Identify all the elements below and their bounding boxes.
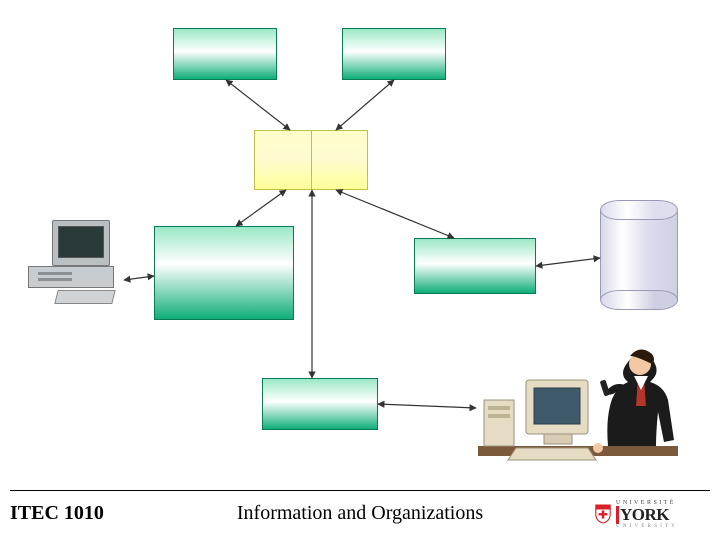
york-logo: U N I V E R S I T É YORK U N I V E R S I… — [594, 496, 710, 532]
slide-footer: ITEC 1010 Information and Organizations … — [0, 484, 720, 540]
node-center — [254, 130, 368, 190]
node-bottom — [262, 378, 378, 430]
database-cylinder — [600, 200, 678, 310]
shield-icon — [594, 503, 612, 525]
logo-word: YORK — [620, 506, 669, 523]
slide-stage: { "footer": { "course_code": "ITEC 1010"… — [0, 0, 720, 540]
node-center-divider — [311, 131, 312, 189]
node-top-left — [173, 28, 277, 80]
person-at-computer-icon — [478, 342, 678, 470]
node-mid-left — [154, 226, 294, 320]
node-top-right — [342, 28, 446, 80]
footer-rule — [10, 490, 710, 491]
york-bar-icon — [616, 506, 619, 524]
logo-bot-label: U N I V E R S I T Y — [616, 524, 676, 529]
computer-icon — [28, 220, 126, 306]
node-mid-right — [414, 238, 536, 294]
